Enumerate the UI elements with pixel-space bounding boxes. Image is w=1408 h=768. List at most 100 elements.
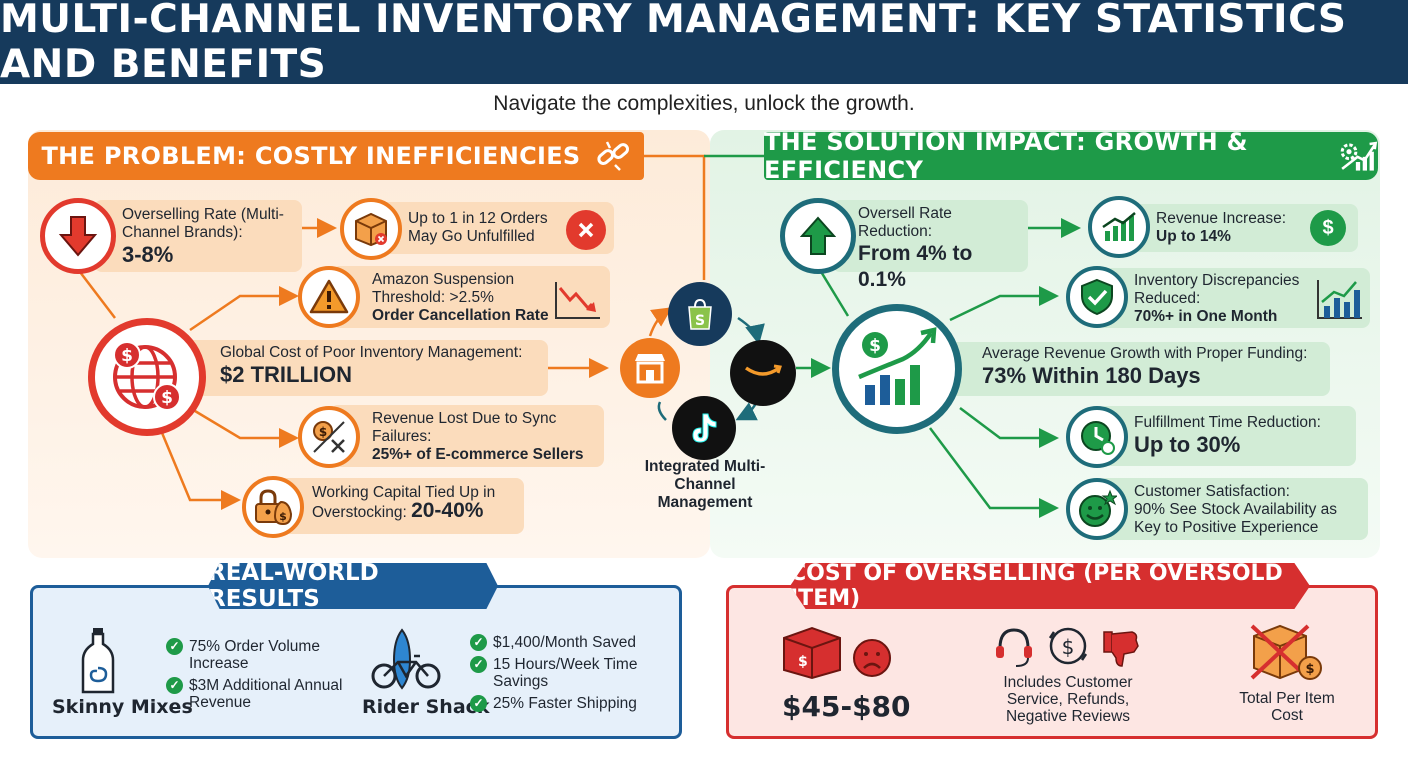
discrepancies-line3: 70%+ in One Month [1134, 308, 1278, 325]
shield-check-badge [1066, 266, 1128, 328]
discrepancies-line1: Inventory Discrepancies [1134, 272, 1300, 289]
up-arrow-badge [780, 198, 856, 274]
svg-text:$: $ [798, 654, 808, 670]
bar-chart-up-icon [1102, 212, 1136, 241]
results-banner: REAL-WORLD RESULTS [208, 563, 498, 609]
svg-text:$: $ [121, 346, 133, 366]
rider-result-item: ✓ 25% Faster Shipping [470, 695, 670, 712]
amazon-line2: Threshold: >2.5% [372, 289, 494, 306]
overselling-rate-label: Overselling Rate (Multi-Channel Brands): [122, 206, 284, 241]
tiktok-channel-icon [672, 396, 736, 460]
satisfaction-card: Customer Satisfaction: 90% See Stock Ava… [1098, 478, 1368, 540]
revenue-lost-line1: Revenue Lost Due to Sync [372, 410, 557, 427]
title-bar: MULTI-CHANNEL INVENTORY MANAGEMENT: KEY … [0, 0, 1408, 87]
up-arrow-icon [800, 216, 836, 255]
clock-icon [1081, 421, 1115, 455]
amazon-channel-icon [730, 340, 796, 406]
global-cost-value: $2 TRILLION [220, 362, 353, 387]
skinny-mixes-name: Skinny Mixes [52, 696, 193, 718]
global-money-badge: $ $ [88, 318, 206, 436]
oversell-reduction-card: Oversell Rate Reduction: From 4% to 0.1% [832, 200, 1028, 291]
revenue-increase-line1: Revenue Increase: [1156, 210, 1287, 227]
service-refund-review-icons: $ [996, 627, 1139, 667]
rider-result-item: ✓ $1,400/Month Saved [470, 634, 670, 651]
smiley-star-icon [1079, 489, 1117, 527]
down-arrow-icon [58, 216, 98, 257]
rider-result-item: ✓ 15 Hours/Week Time Savings [470, 656, 670, 690]
down-arrow-badge [40, 198, 116, 274]
warning-icon [309, 279, 349, 314]
skinny-result-item: ✓ $3M Additional Annual Revenue [166, 677, 346, 711]
x-close-icon [566, 210, 606, 250]
oversell-reduction-value: From 4% to 0.1% [858, 242, 973, 291]
overselling-rate-card: Overselling Rate (Multi-Channel Brands):… [94, 200, 302, 272]
svg-text:$: $ [279, 510, 287, 523]
cost-value: $45-$80 [782, 690, 911, 723]
results-box [30, 585, 682, 739]
overselling-rate-value: 3-8% [122, 242, 174, 267]
crossed-box-icon: $ [1250, 624, 1322, 680]
problem-banner-text: THE PROBLEM: COSTLY INEFFICIENCIES [41, 142, 581, 170]
declining-chart-icon [555, 282, 600, 319]
surf-bike-icon [371, 628, 441, 690]
rising-chart-icon [1317, 280, 1362, 319]
growth-chart-icon: $ [858, 327, 937, 405]
working-capital-value: 20-40% [411, 499, 484, 522]
globe-money-icon: $ $ [113, 341, 181, 411]
svg-text:$: $ [161, 388, 173, 408]
skinny-result-item: ✓ 75% Order Volume Increase [166, 638, 346, 672]
satisfaction-line1: Customer Satisfaction: [1134, 483, 1290, 500]
svg-text:$: $ [869, 336, 881, 356]
cost-total: Total Per Item Cost [1239, 690, 1335, 724]
broken-chain-icon [596, 141, 629, 171]
svg-text:$: $ [319, 425, 327, 439]
fulfillment-label: Fulfillment Time Reduction: [1134, 414, 1321, 431]
global-cost-card: Global Cost of Poor Inventory Management… [150, 340, 548, 396]
solution-banner-text: THE SOLUTION IMPACT: GROWTH & EFFICIENCY [764, 128, 1248, 184]
discrepancies-line2: Reduced: [1134, 290, 1201, 307]
check-icon: ✓ [470, 634, 487, 651]
solution-banner: THE SOLUTION IMPACT: GROWTH & EFFICIENCY [764, 128, 1378, 184]
check-icon: ✓ [470, 656, 487, 673]
rider-results-list: ✓ $1,400/Month Saved ✓ 15 Hours/Week Time … [470, 634, 670, 717]
shopify-channel-icon: S [668, 282, 732, 346]
revenue-growth-badge: $ [832, 304, 962, 434]
unfulfilled-line1: Up to 1 in 12 Orders [408, 210, 548, 227]
amazon-line1: Amazon Suspension [372, 271, 515, 288]
problem-banner: THE PROBLEM: COSTLY INEFFICIENCIES [28, 132, 644, 180]
clock-badge [1066, 406, 1128, 468]
dollar-icon: $ [1310, 210, 1346, 246]
check-icon: ✓ [166, 638, 183, 655]
amazon-suspension-card: Amazon Suspension Threshold: >2.5% Order… [332, 266, 610, 328]
rider-shack-name: Rider Shack [362, 696, 490, 718]
subtitle: Navigate the complexities, unlock the gr… [493, 92, 915, 115]
locked-money-badge: $ [242, 476, 304, 538]
padlock-money-icon: $ [255, 489, 293, 526]
working-capital-card: Working Capital Tied Up in Overstocking:… [276, 478, 524, 534]
fulfillment-card: Fulfillment Time Reduction: Up to 30% [1098, 406, 1356, 466]
cost-banner: COST OF OVERSELLING (PER OVERSOLD ITEM) [790, 563, 1310, 609]
growth-bars-badge [1088, 196, 1150, 258]
global-cost-label: Global Cost of Poor Inventory Management… [220, 344, 523, 361]
avg-growth-label: Average Revenue Growth with Proper Fundi… [982, 345, 1308, 362]
svg-text:$: $ [1305, 662, 1314, 677]
unfulfilled-line2: May Go Unfulfilled [408, 228, 535, 245]
oversell-reduction-line1: Oversell Rate [858, 205, 952, 222]
store-hub-icon [620, 338, 680, 398]
cost-includes: Includes Customer Service, Refunds, Nega… [1003, 674, 1133, 725]
svg-text:$: $ [1062, 635, 1075, 659]
avg-growth-card: Average Revenue Growth with Proper Fundi… [900, 342, 1330, 396]
package-x-icon [355, 212, 387, 247]
box-sad-face-icon: $ [783, 626, 891, 680]
check-icon: ✓ [166, 677, 183, 694]
growth-gear-icon [1340, 141, 1377, 171]
revenue-lost-line3: 25%+ of E-commerce Sellers [372, 446, 584, 463]
working-capital-line2: Overstocking: [312, 504, 407, 521]
shield-check-icon [1081, 278, 1113, 316]
hub-label: Integrated Multi-Channel Management [644, 458, 766, 511]
revenue-lost-card: Revenue Lost Due to Sync Failures: 25%+ … [330, 405, 604, 467]
svg-text:S: S [695, 313, 705, 329]
skinny-results-list: ✓ 75% Order Volume Increase ✓ $3M Addition… [166, 638, 346, 716]
satisfaction-line2: 90% See Stock Availability as [1134, 501, 1338, 518]
revenue-increase-line2: Up to 14% [1156, 228, 1231, 245]
